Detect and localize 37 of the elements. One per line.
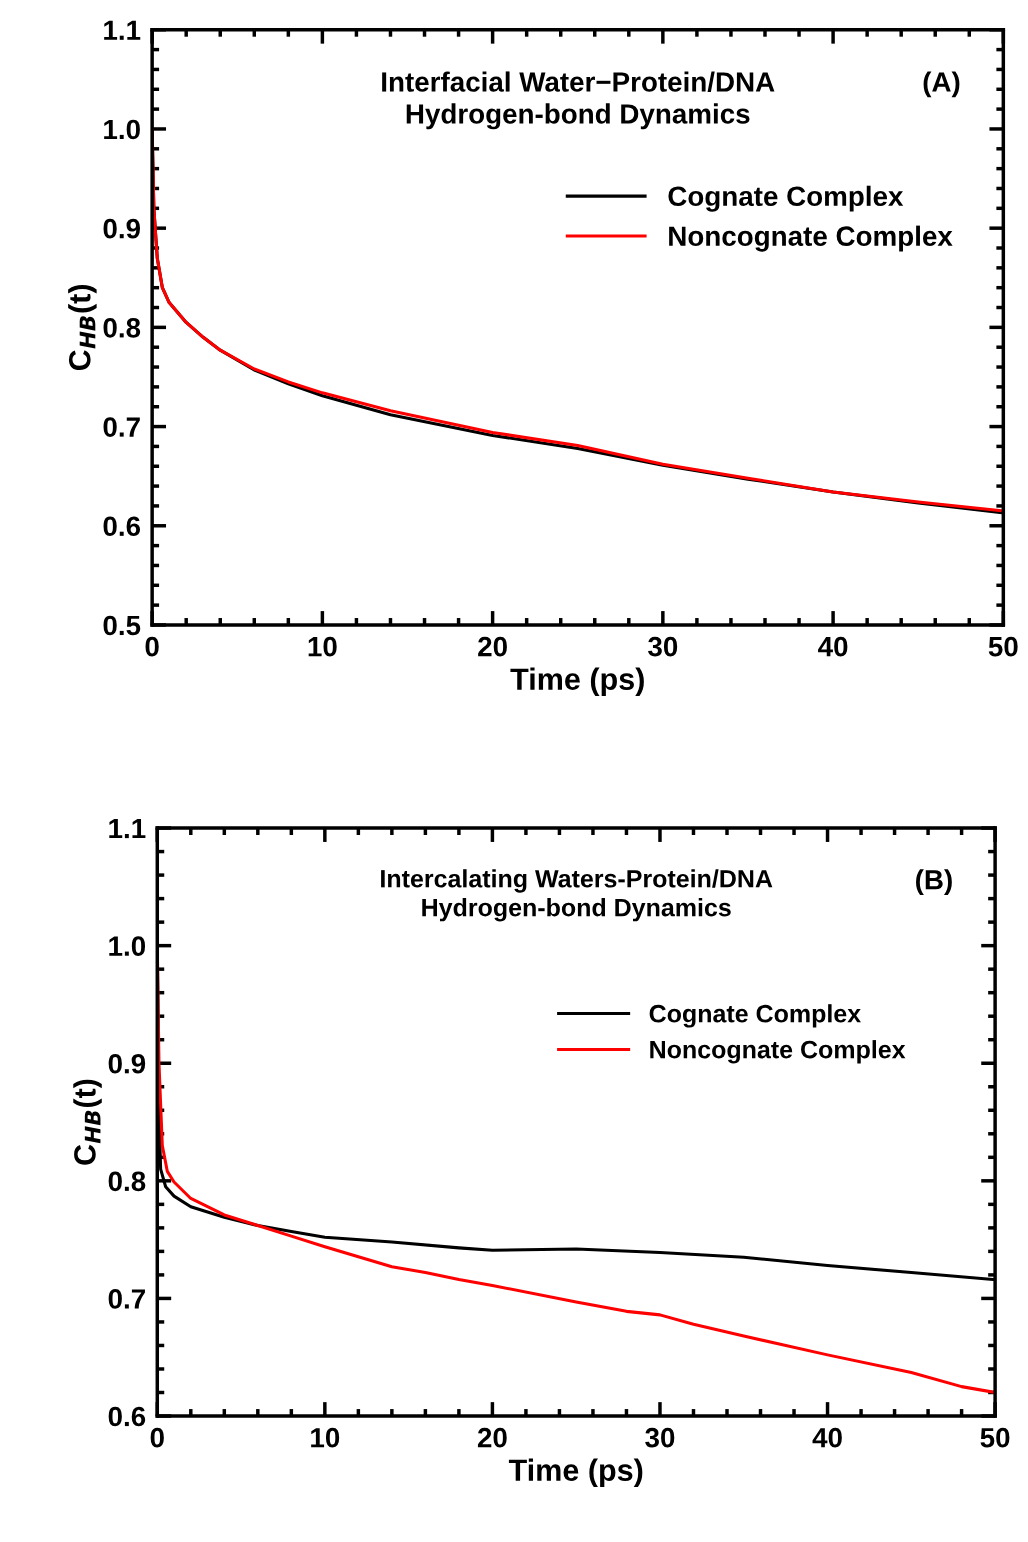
y-tick-label: 0.7 [103,417,140,437]
y-tick-label: 0.5 [103,615,141,636]
y-tick-label: 0.8 [103,318,141,338]
y-tick-label: 0.9 [108,1053,146,1074]
legend-label: Noncognate Complex [669,225,953,252]
text: Interfacial Water−Protein/DNA Hydrogen-bond Dynamics [382,71,775,130]
x-tick-label: 10 [311,1427,340,1448]
x-tick-label: 40 [818,636,848,657]
text: Intercalating Waters-Protein/DNA Hydrogen-bond Dynamics [381,869,773,922]
legend-label: Noncognate Complex [650,1040,906,1064]
x-tick-label: 40 [812,1427,842,1448]
annotation: (B) [916,869,952,896]
y-tick-label: 1.0 [109,936,146,956]
y-tick-label: 0.9 [103,218,141,239]
x-tick-label: 10 [308,636,337,657]
annotation: (A) [923,71,960,98]
legend-label: Cognate Complex [668,185,904,212]
y-tick-label: 0.8 [108,1171,146,1192]
x-tick-label: 50 [988,636,1018,657]
legend-label: Cognate Complex [649,1004,861,1028]
x-axis-title: Time (ps) [510,667,644,697]
x-tick-label: 0 [150,1427,164,1448]
y-tick-label: 0.7 [108,1289,145,1309]
x-axis-title: Time (ps) [508,1458,643,1488]
x-tick-label: 50 [980,1427,1010,1448]
y-axis-title: C$_{HB}$(t) [73,1079,102,1165]
x-tick-label: 30 [648,636,678,657]
x-tick-label: 20 [478,636,507,657]
x-tick-label: 20 [477,1427,507,1448]
y-tick-label: 1.1 [104,20,141,40]
y-tick-label: 0.6 [108,1406,146,1427]
x-tick-label: 0 [145,636,159,657]
y-tick-label: 1.1 [109,819,146,839]
y-tick-label: 0.6 [103,516,141,537]
x-tick-label: 30 [645,1427,675,1448]
y-axis-title: C$_{HB}$(t) [68,284,97,371]
y-tick-label: 1.0 [104,119,140,140]
